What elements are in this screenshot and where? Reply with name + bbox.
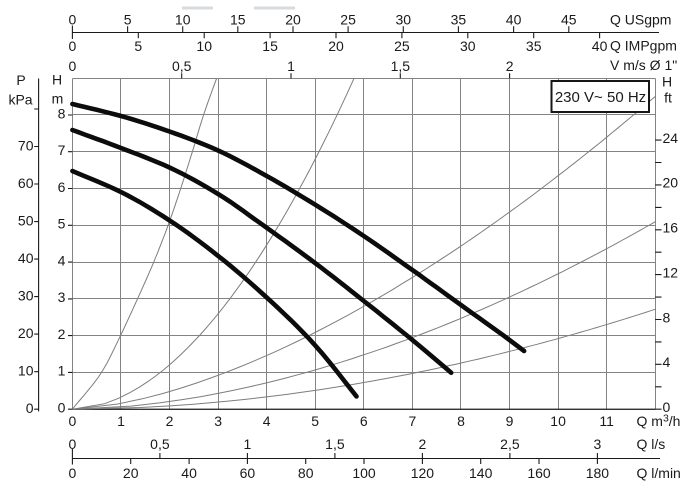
svg-text:5: 5 [124,11,132,27]
svg-text:230 V~ 50 Hz: 230 V~ 50 Hz [555,89,646,106]
svg-text:1: 1 [244,436,252,452]
svg-text:15: 15 [230,11,246,27]
svg-text:m: m [52,90,64,106]
svg-text:30: 30 [460,38,476,54]
svg-text:4: 4 [263,413,271,429]
svg-text:3: 3 [214,413,222,429]
svg-text:35: 35 [451,11,467,27]
svg-text:3: 3 [594,436,602,452]
svg-text:0: 0 [69,58,77,74]
svg-text:60: 60 [18,175,34,191]
svg-text:80: 80 [298,465,314,481]
svg-text:20: 20 [123,465,139,481]
svg-text:8: 8 [663,309,671,325]
svg-text:0: 0 [69,436,77,452]
svg-text:5: 5 [311,413,319,429]
svg-text:40: 40 [18,250,34,266]
svg-text:0: 0 [69,38,77,54]
svg-text:0: 0 [26,400,34,416]
svg-text:30: 30 [396,11,412,27]
svg-text:1: 1 [117,413,125,429]
svg-text:2,5: 2,5 [500,436,520,452]
svg-text:H: H [52,71,62,87]
svg-text:Q l/min: Q l/min [637,465,681,481]
svg-text:25: 25 [394,38,410,54]
svg-text:7: 7 [409,413,417,429]
svg-text:16: 16 [663,220,679,236]
svg-text:11: 11 [599,413,614,429]
svg-text:4: 4 [58,252,66,268]
svg-text:Q IMPgpm: Q IMPgpm [610,37,677,53]
svg-text:1,5: 1,5 [325,436,345,452]
svg-text:0: 0 [69,413,77,429]
svg-text:Q m3/h: Q m3/h [637,413,681,430]
svg-text:Q l/s: Q l/s [637,436,666,452]
svg-text:60: 60 [240,465,256,481]
svg-text:2: 2 [166,413,174,429]
svg-text:2: 2 [419,436,427,452]
svg-text:25: 25 [340,11,356,27]
svg-text:40: 40 [506,11,522,27]
svg-text:7: 7 [58,142,66,158]
svg-text:10: 10 [175,11,191,27]
svg-text:15: 15 [262,38,278,54]
svg-text:6: 6 [58,179,66,195]
svg-text:0: 0 [69,465,77,481]
svg-text:5: 5 [134,38,142,54]
svg-text:160: 160 [527,465,551,481]
svg-text:V m/s Ø 1": V m/s Ø 1" [610,57,677,73]
svg-text:4: 4 [663,354,671,370]
svg-text:8: 8 [58,105,66,121]
svg-text:70: 70 [18,138,34,154]
svg-text:140: 140 [469,465,493,481]
svg-text:2: 2 [506,58,514,74]
svg-text:40: 40 [592,38,608,54]
svg-text:180: 180 [586,465,610,481]
svg-text:10: 10 [550,413,566,429]
svg-text:P: P [16,72,25,88]
svg-text:30: 30 [18,288,34,304]
svg-text:0: 0 [69,11,77,27]
svg-text:0: 0 [663,399,671,415]
svg-text:H: H [662,74,672,90]
svg-text:1: 1 [58,363,66,379]
svg-text:24: 24 [663,130,679,146]
svg-text:5: 5 [58,216,66,232]
svg-text:6: 6 [360,413,368,429]
svg-text:Q USgpm: Q USgpm [610,11,671,27]
svg-text:kPa: kPa [8,91,32,107]
svg-text:120: 120 [411,465,435,481]
svg-text:20: 20 [285,11,301,27]
svg-text:0: 0 [58,400,66,416]
svg-text:10: 10 [18,363,34,379]
svg-text:8: 8 [457,413,465,429]
svg-text:3: 3 [58,289,66,305]
svg-text:20: 20 [18,325,34,341]
svg-text:2: 2 [58,326,66,342]
svg-text:0,5: 0,5 [172,58,192,74]
svg-text:1,5: 1,5 [391,58,411,74]
svg-text:ft: ft [664,90,672,106]
svg-text:0,5: 0,5 [150,436,170,452]
svg-text:20: 20 [663,175,679,191]
svg-text:12: 12 [663,264,679,280]
svg-text:40: 40 [181,465,197,481]
svg-text:20: 20 [328,38,344,54]
svg-text:9: 9 [506,413,514,429]
svg-text:50: 50 [18,213,34,229]
svg-text:10: 10 [196,38,212,54]
svg-text:45: 45 [561,11,577,27]
svg-text:100: 100 [352,465,376,481]
svg-text:1: 1 [287,58,295,74]
svg-text:35: 35 [526,38,542,54]
